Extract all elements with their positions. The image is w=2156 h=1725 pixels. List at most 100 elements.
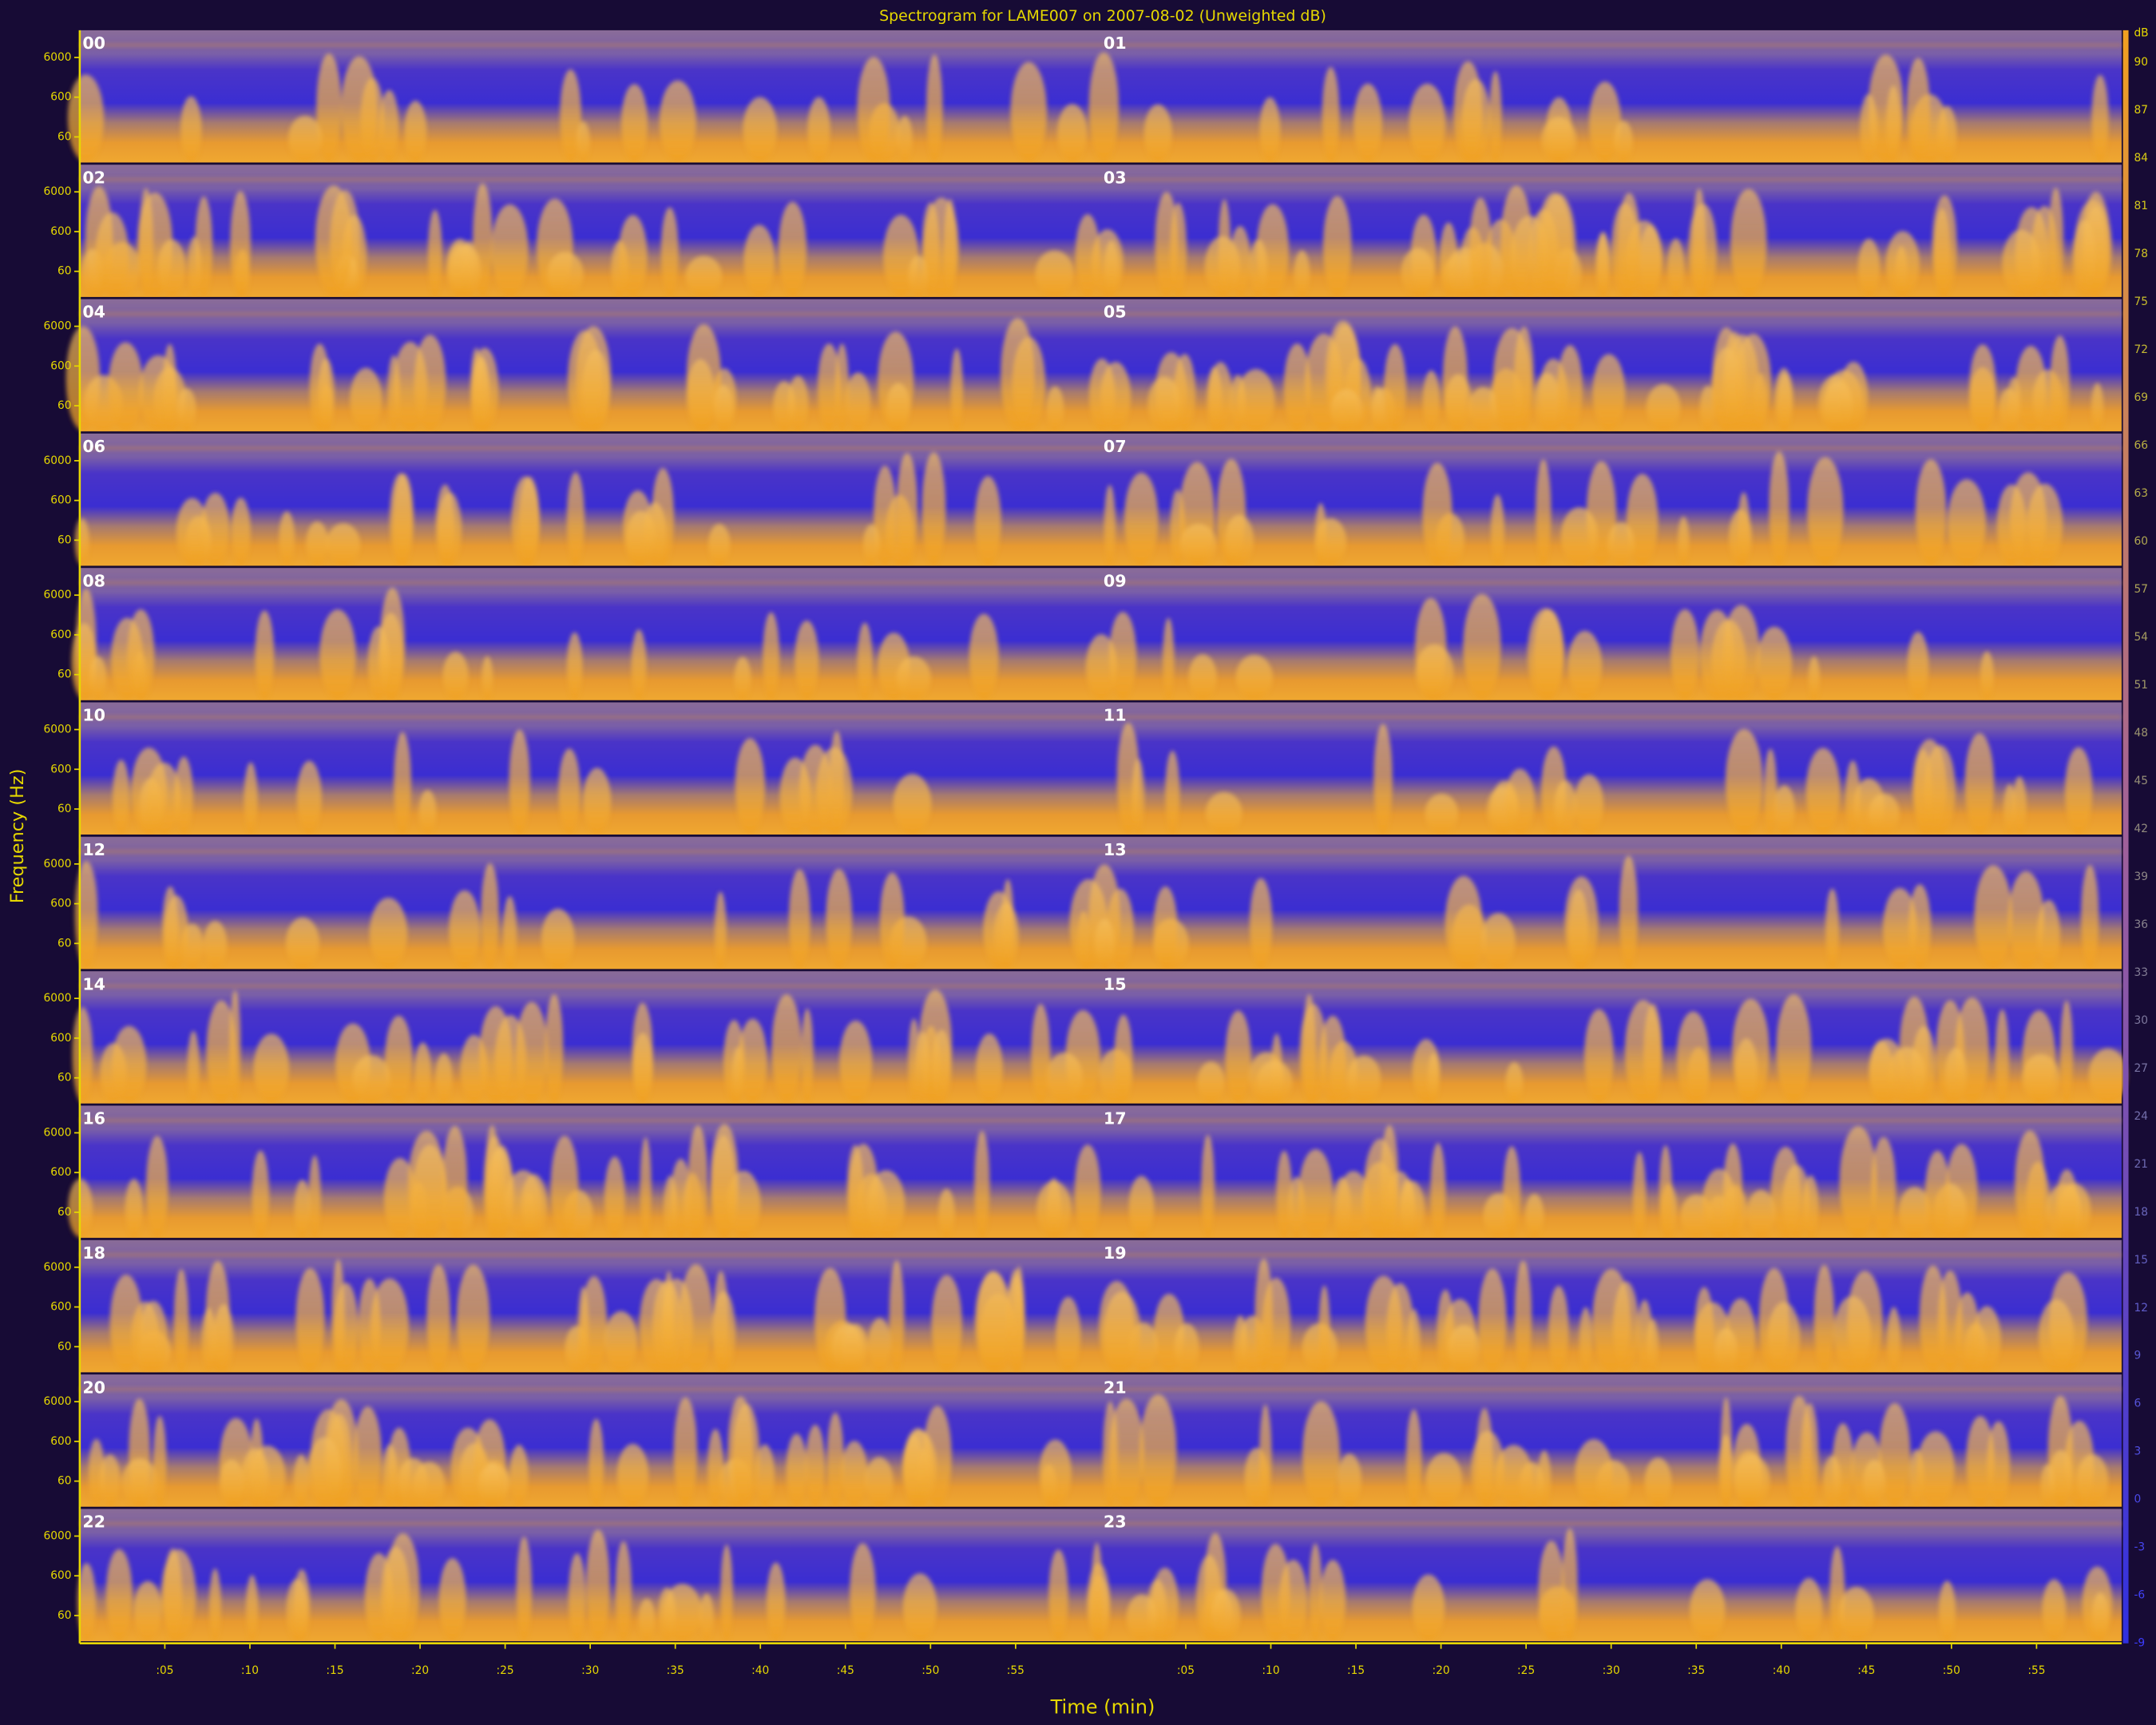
sound-event (296, 760, 322, 835)
sound-event (315, 185, 353, 297)
sound-event (2056, 1169, 2078, 1238)
row-texture (65, 312, 2122, 431)
sound-event (786, 1434, 807, 1506)
sound-event (133, 1580, 162, 1641)
sound-event (1445, 875, 1483, 969)
sound-event (1882, 887, 1917, 969)
sound-event (173, 1268, 189, 1372)
sound-event (788, 869, 810, 969)
x-tick-label: :05 (156, 1664, 173, 1677)
sound-event (287, 116, 322, 162)
x-tick-label: :40 (751, 1664, 769, 1677)
noise-band (79, 1522, 2122, 1525)
noise-band (79, 581, 2122, 585)
colorbar-tick-label: -6 (2134, 1589, 2145, 1602)
sound-event (398, 1457, 429, 1506)
sound-event (435, 1053, 453, 1103)
sound-event (1711, 347, 1742, 431)
sound-event (255, 610, 275, 700)
x-tick-label: :55 (1007, 1664, 1024, 1677)
sound-event (1987, 1421, 2011, 1506)
sound-event (209, 1568, 221, 1641)
sound-event (1778, 372, 1792, 431)
sound-event (442, 1125, 468, 1238)
sound-event (1944, 1048, 1968, 1103)
sound-event (1481, 913, 1516, 969)
sound-event (1974, 865, 2012, 969)
sound-event (306, 521, 329, 565)
sound-event (213, 1303, 234, 1372)
sound-event (1406, 1409, 1422, 1506)
spectrogram-row (77, 1509, 2122, 1644)
sound-event (481, 862, 499, 969)
sound-event (450, 244, 482, 297)
sound-event (393, 341, 428, 431)
sound-event (558, 748, 581, 835)
sound-event (1124, 472, 1159, 565)
panel-label: 12 (82, 840, 105, 859)
colorbar-tick-label: 30 (2134, 1014, 2148, 1027)
sound-event (1589, 81, 1621, 162)
panel-label: 11 (1104, 706, 1127, 725)
sound-event (1425, 1453, 1462, 1506)
spectrogram-row (68, 1105, 2122, 1240)
sound-event (308, 1155, 321, 1238)
sound-event (589, 1418, 604, 1506)
sound-event (1259, 97, 1281, 162)
colorbar-tick-label: 69 (2134, 391, 2148, 404)
x-tick-label: :20 (411, 1664, 429, 1677)
noise-band (79, 984, 2122, 988)
panel-label: 15 (1104, 974, 1127, 993)
sound-event (577, 121, 590, 162)
sound-event (164, 895, 188, 969)
sound-event (111, 1025, 147, 1103)
sound-event (566, 632, 583, 700)
sound-event (660, 1278, 693, 1372)
sound-event (230, 190, 251, 297)
sound-event (547, 252, 584, 297)
sound-event (1764, 748, 1778, 835)
y-tick-label: 6000 (43, 1395, 71, 1408)
x-tick-label: :55 (2027, 1664, 2045, 1677)
colorbar-tick-label: 3 (2134, 1445, 2141, 1458)
sound-event (1114, 1014, 1133, 1103)
row-separator (79, 1103, 2122, 1106)
sound-event (2060, 1000, 2074, 1103)
y-tick-label: 6000 (43, 589, 71, 601)
sound-event (1088, 52, 1120, 162)
colorbar-tick-label: 51 (2134, 679, 2148, 692)
sound-event (1445, 374, 1472, 431)
sound-event (294, 1180, 311, 1238)
y-tick-label: 6000 (43, 1261, 71, 1274)
sound-event (369, 897, 408, 969)
sound-event (438, 1557, 466, 1641)
sound-event (826, 868, 852, 969)
sound-event (1104, 1291, 1141, 1372)
sound-event (1108, 1398, 1144, 1506)
sound-event (1644, 1457, 1672, 1506)
sound-event (201, 1307, 216, 1372)
colorbar-tick-label: 36 (2134, 918, 2148, 931)
sound-event (841, 1441, 868, 1506)
sound-event (367, 626, 390, 700)
sound-event (1639, 225, 1662, 297)
sound-event (1722, 605, 1760, 700)
panel-label: 13 (1104, 840, 1127, 859)
sound-event (1408, 1308, 1421, 1372)
sound-event (279, 511, 295, 565)
sound-event (1839, 1586, 1874, 1641)
sound-event (1671, 609, 1700, 700)
sound-event (89, 656, 107, 700)
sound-event (414, 1042, 431, 1103)
sound-event (109, 1274, 143, 1372)
sound-event (566, 471, 585, 565)
sound-event (1046, 1178, 1062, 1238)
sound-event (1916, 1431, 1955, 1506)
sound-event (145, 1136, 168, 1238)
y-tick-label: 600 (50, 1032, 71, 1045)
sound-event (2048, 187, 2064, 297)
sound-event (732, 1403, 760, 1506)
sound-event (708, 524, 731, 565)
sound-event (502, 895, 517, 969)
